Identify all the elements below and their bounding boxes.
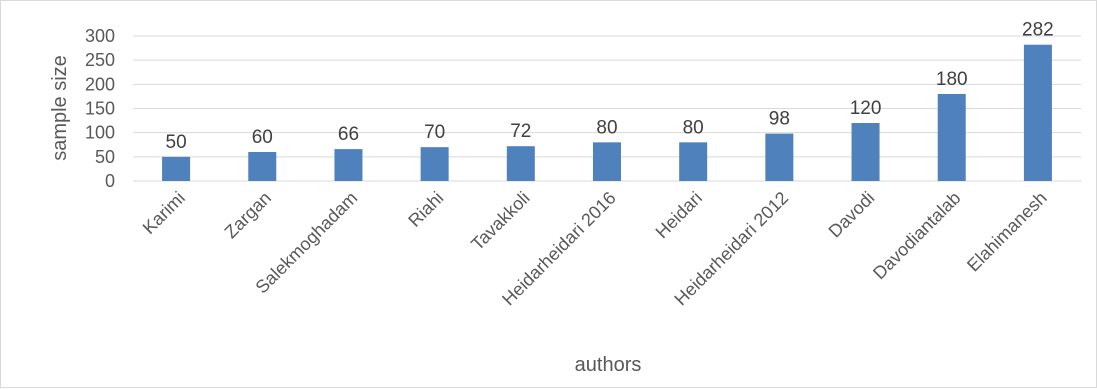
bar xyxy=(506,146,535,181)
bars xyxy=(162,44,1052,182)
bar-value-label: 180 xyxy=(936,69,968,90)
bar-value-label: 282 xyxy=(1022,20,1054,41)
bar xyxy=(937,94,966,181)
x-tick-label: Heidari xyxy=(652,188,706,242)
gridlines xyxy=(133,35,1081,182)
bar-value-label: 120 xyxy=(850,98,882,119)
bar xyxy=(334,149,363,181)
bar xyxy=(162,156,191,181)
x-tick-label: Zargan xyxy=(221,188,275,242)
bar-value-label: 50 xyxy=(166,132,187,153)
bar-value-label: 70 xyxy=(424,122,445,143)
y-tick-label: 50 xyxy=(95,147,115,167)
x-tick-label: Davodi xyxy=(825,188,879,242)
y-tick-label: 100 xyxy=(85,123,115,143)
y-tick-label: 150 xyxy=(85,99,115,119)
bar-value-label: 60 xyxy=(252,127,273,148)
y-axis-title: sample size xyxy=(49,55,71,161)
bar xyxy=(765,133,794,181)
y-tick-label: 250 xyxy=(85,50,115,70)
bar xyxy=(1023,44,1052,182)
bar xyxy=(248,152,277,181)
y-tick-label: 0 xyxy=(105,171,115,191)
data-labels: 50 60 66 70 72 80 80 98 120 180 282 xyxy=(166,20,1054,153)
x-tick-label: Tavakkoli xyxy=(467,188,533,254)
bar xyxy=(679,142,708,181)
bar xyxy=(851,123,880,181)
y-tick-label: 200 xyxy=(85,74,115,94)
x-tick-label: Davodiantalab xyxy=(869,188,965,284)
y-tick-label: 300 xyxy=(85,26,115,46)
bar xyxy=(420,147,449,181)
x-tick-label: Karimi xyxy=(139,188,189,238)
bar-value-label: 80 xyxy=(683,117,704,138)
bar-value-label: 80 xyxy=(596,117,617,138)
bar-value-label: 72 xyxy=(510,121,531,142)
x-tick-label: Riahi xyxy=(404,188,447,231)
bar xyxy=(593,142,621,181)
x-axis-title: authors xyxy=(575,354,642,376)
bar-value-label: 98 xyxy=(769,109,790,130)
bar-value-label: 66 xyxy=(338,124,359,145)
x-tick-label: Elahimanesh xyxy=(963,188,1051,276)
y-axis-ticks: 0 50 100 150 200 250 300 xyxy=(85,26,115,191)
